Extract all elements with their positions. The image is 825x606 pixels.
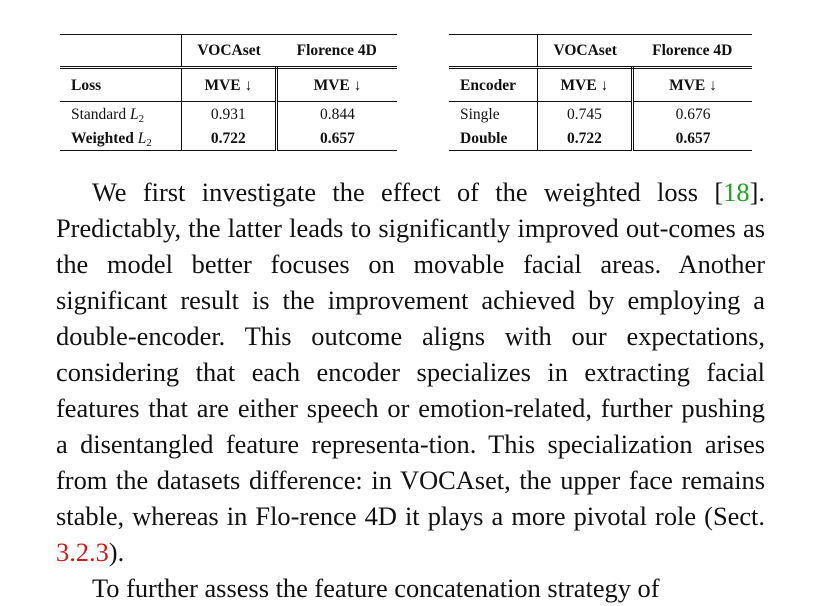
row-label: Standard L2 bbox=[60, 101, 182, 127]
group-header-vocaset: VOCAset bbox=[181, 34, 277, 68]
table-cell: 0.722 bbox=[181, 127, 278, 151]
group-header-florence: Florence 4D bbox=[632, 34, 752, 68]
metric-header: MVE ↓ bbox=[632, 66, 752, 102]
row-label: Single bbox=[449, 101, 538, 127]
metric-header: MVE ↓ bbox=[276, 66, 397, 102]
table-cell: 0.931 bbox=[181, 101, 278, 127]
group-header-vocaset: VOCAset bbox=[537, 34, 633, 68]
encoder-ablation-table: VOCAset Florence 4D Encoder MVE ↓ MVE ↓ … bbox=[449, 34, 752, 151]
metric-header: MVE ↓ bbox=[181, 66, 278, 102]
table-cell: 0.657 bbox=[276, 127, 397, 151]
section-reference-link[interactable]: 3.2.3 bbox=[56, 537, 109, 567]
row-label: Weighted L2 bbox=[60, 127, 182, 151]
row-header-encoder: Encoder bbox=[449, 66, 538, 102]
group-header-florence: Florence 4D bbox=[276, 34, 397, 68]
table-cell: 0.676 bbox=[632, 101, 752, 127]
body-text: We first investigate the effect of the w… bbox=[56, 174, 765, 606]
table-cell: 0.657 bbox=[632, 127, 752, 151]
paragraph: We first investigate the effect of the w… bbox=[56, 177, 765, 567]
row-label: Double bbox=[449, 127, 538, 151]
paragraph: To further assess the feature concatenat… bbox=[92, 573, 660, 603]
table-cell: 0.844 bbox=[276, 101, 397, 127]
empty-corner-cell bbox=[60, 34, 182, 68]
table-cell: 0.745 bbox=[537, 101, 635, 127]
empty-corner-cell bbox=[449, 34, 538, 68]
table-cell: 0.722 bbox=[537, 127, 635, 151]
loss-ablation-table: VOCAset Florence 4D Loss MVE ↓ MVE ↓ Sta… bbox=[60, 34, 397, 151]
row-header-loss: Loss bbox=[60, 66, 182, 102]
citation-link[interactable]: 18 bbox=[723, 177, 750, 207]
metric-header: MVE ↓ bbox=[537, 66, 635, 102]
